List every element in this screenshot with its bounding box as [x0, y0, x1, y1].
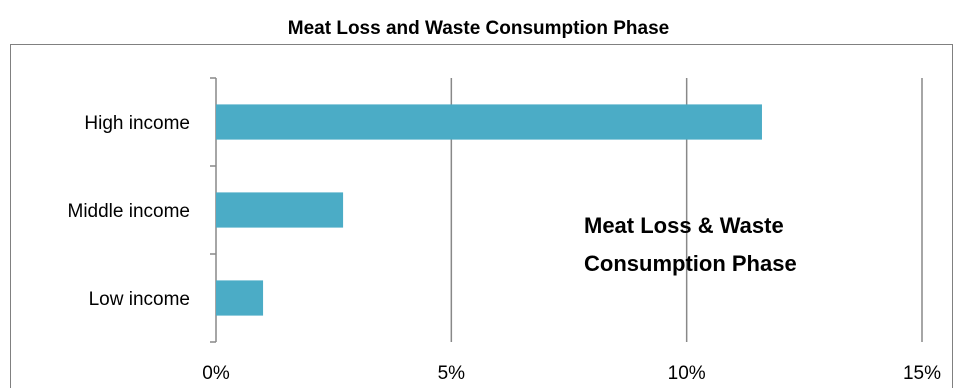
x-tick-label: 10%: [668, 363, 706, 384]
x-tick-label: 5%: [438, 363, 466, 384]
chart-title: Meat Loss and Waste Consumption Phase: [287, 18, 670, 39]
y-tick-label: High income: [84, 113, 190, 134]
x-tick-label: 0%: [202, 363, 230, 384]
bar: [216, 104, 762, 140]
bar: [216, 280, 264, 316]
bar: [216, 192, 344, 228]
x-tick-label: 15%: [903, 363, 941, 384]
chart-frame: [10, 44, 953, 388]
y-tick-label: Low income: [89, 289, 190, 310]
chart-annotation: Consumption Phase: [584, 251, 797, 276]
chart-annotation: Meat Loss & Waste: [584, 213, 784, 238]
y-tick-label: Middle income: [68, 201, 191, 222]
